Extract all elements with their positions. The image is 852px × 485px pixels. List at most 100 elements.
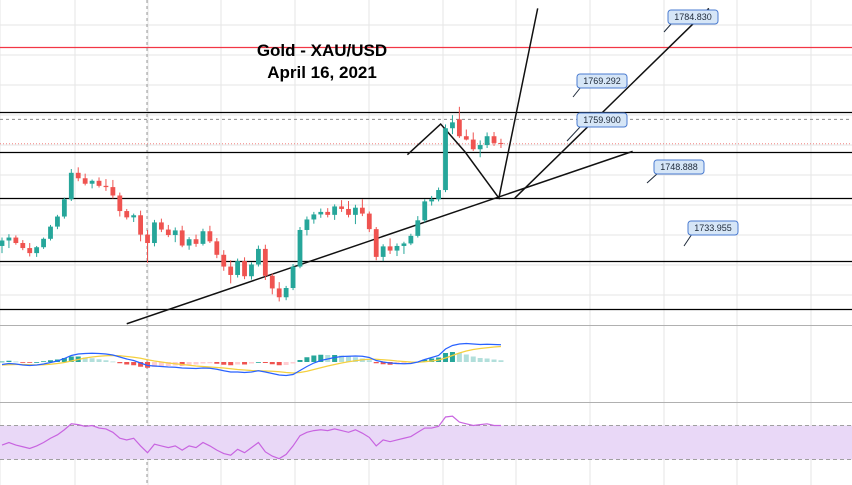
macd-histogram-bar xyxy=(165,362,171,366)
level-callout xyxy=(576,112,628,128)
candle-body xyxy=(34,247,40,254)
candle xyxy=(221,250,227,271)
macd-histogram-bar xyxy=(110,361,116,363)
candle-body xyxy=(262,248,268,276)
candle xyxy=(6,234,12,249)
candle xyxy=(456,106,462,138)
candle xyxy=(27,243,33,257)
macd-histogram-bar xyxy=(422,359,428,362)
candle xyxy=(339,200,344,212)
candle-body xyxy=(207,231,213,242)
macd-histogram-bar xyxy=(124,362,130,365)
candle xyxy=(172,227,178,243)
candle xyxy=(193,234,199,247)
candle-body xyxy=(96,180,102,186)
macd-histogram-bar xyxy=(339,355,345,362)
candle-body xyxy=(401,243,407,246)
candle xyxy=(131,213,137,222)
chart-subtitle: April 16, 2021 xyxy=(267,63,377,82)
candle xyxy=(359,199,365,217)
candle xyxy=(138,210,143,242)
macd-histogram-bar xyxy=(0,361,5,363)
macd-histogram-bar xyxy=(498,360,504,362)
macd-histogram-bar xyxy=(262,362,268,363)
level-lines xyxy=(0,46,852,311)
candle-body xyxy=(55,216,60,227)
candle-body xyxy=(346,208,351,215)
candle-body xyxy=(75,172,81,179)
trend-drawings xyxy=(126,7,710,325)
macd-histogram-bar xyxy=(352,357,358,362)
callout-line xyxy=(683,233,693,247)
candle-body xyxy=(165,229,171,236)
candle-body xyxy=(256,248,261,265)
candle xyxy=(186,237,192,250)
candle xyxy=(498,138,504,148)
candle xyxy=(82,173,88,186)
candle-body xyxy=(318,211,324,215)
candle xyxy=(325,208,331,218)
candle-body xyxy=(429,199,435,202)
candle xyxy=(401,241,407,254)
rsi-line xyxy=(1,415,501,460)
level-label: 1733.955 xyxy=(694,223,732,233)
candle xyxy=(311,211,317,224)
callout-line xyxy=(566,125,582,142)
candle-body xyxy=(373,229,379,257)
channel-line xyxy=(514,7,710,199)
level-label: 1748.888 xyxy=(660,162,698,172)
macd-histogram-bar xyxy=(276,362,282,366)
macd-histogram-bar xyxy=(408,362,414,364)
projection-path xyxy=(406,8,539,200)
candle-body xyxy=(436,190,441,200)
candle-body xyxy=(20,243,26,249)
candle-body xyxy=(0,240,5,246)
macd-histogram-bar xyxy=(297,360,303,362)
candle-body xyxy=(359,207,365,214)
candle-body xyxy=(484,136,490,146)
candle xyxy=(387,238,393,254)
candle-body xyxy=(152,222,157,244)
candle xyxy=(408,233,414,246)
level-callout xyxy=(667,9,719,25)
candle xyxy=(463,129,469,141)
candle-body xyxy=(131,215,137,218)
candle-body xyxy=(463,136,469,140)
candle-body xyxy=(82,178,88,184)
macd-histogram-bar xyxy=(221,362,227,365)
chart-title: Gold - XAU/USD xyxy=(257,41,387,60)
candle-body xyxy=(325,211,331,215)
candle xyxy=(283,285,289,301)
candle xyxy=(207,225,213,244)
candle-body xyxy=(332,206,338,215)
candle xyxy=(235,258,241,278)
macd-histogram-bar xyxy=(151,362,157,367)
macd-histogram-bar xyxy=(27,362,33,363)
macd-histogram-bar xyxy=(470,356,476,362)
candle xyxy=(373,227,379,261)
macd-histogram-bar xyxy=(283,362,289,365)
candle-body xyxy=(353,207,358,215)
level-label: 1784.830 xyxy=(674,12,712,22)
macd-histogram-bar xyxy=(366,360,372,362)
macd-histogram-bar xyxy=(429,358,435,362)
candle-body xyxy=(290,266,296,289)
macd-histogram-bar xyxy=(491,359,497,362)
candle xyxy=(242,257,247,280)
macd-histogram-bar xyxy=(131,362,137,366)
candle-body xyxy=(6,237,12,241)
candle-body xyxy=(339,206,344,209)
candle-body xyxy=(214,241,220,255)
macd-histogram-bar xyxy=(6,360,12,362)
candle-body xyxy=(89,180,95,184)
candle xyxy=(484,132,490,148)
macd-histogram-bar xyxy=(34,362,40,363)
candle xyxy=(443,124,448,193)
candle xyxy=(200,228,206,246)
candle-body xyxy=(103,185,109,188)
macd-histogram-bar xyxy=(235,362,241,365)
macd-histogram-bar xyxy=(242,362,248,365)
macd-histogram-bar xyxy=(82,357,88,362)
